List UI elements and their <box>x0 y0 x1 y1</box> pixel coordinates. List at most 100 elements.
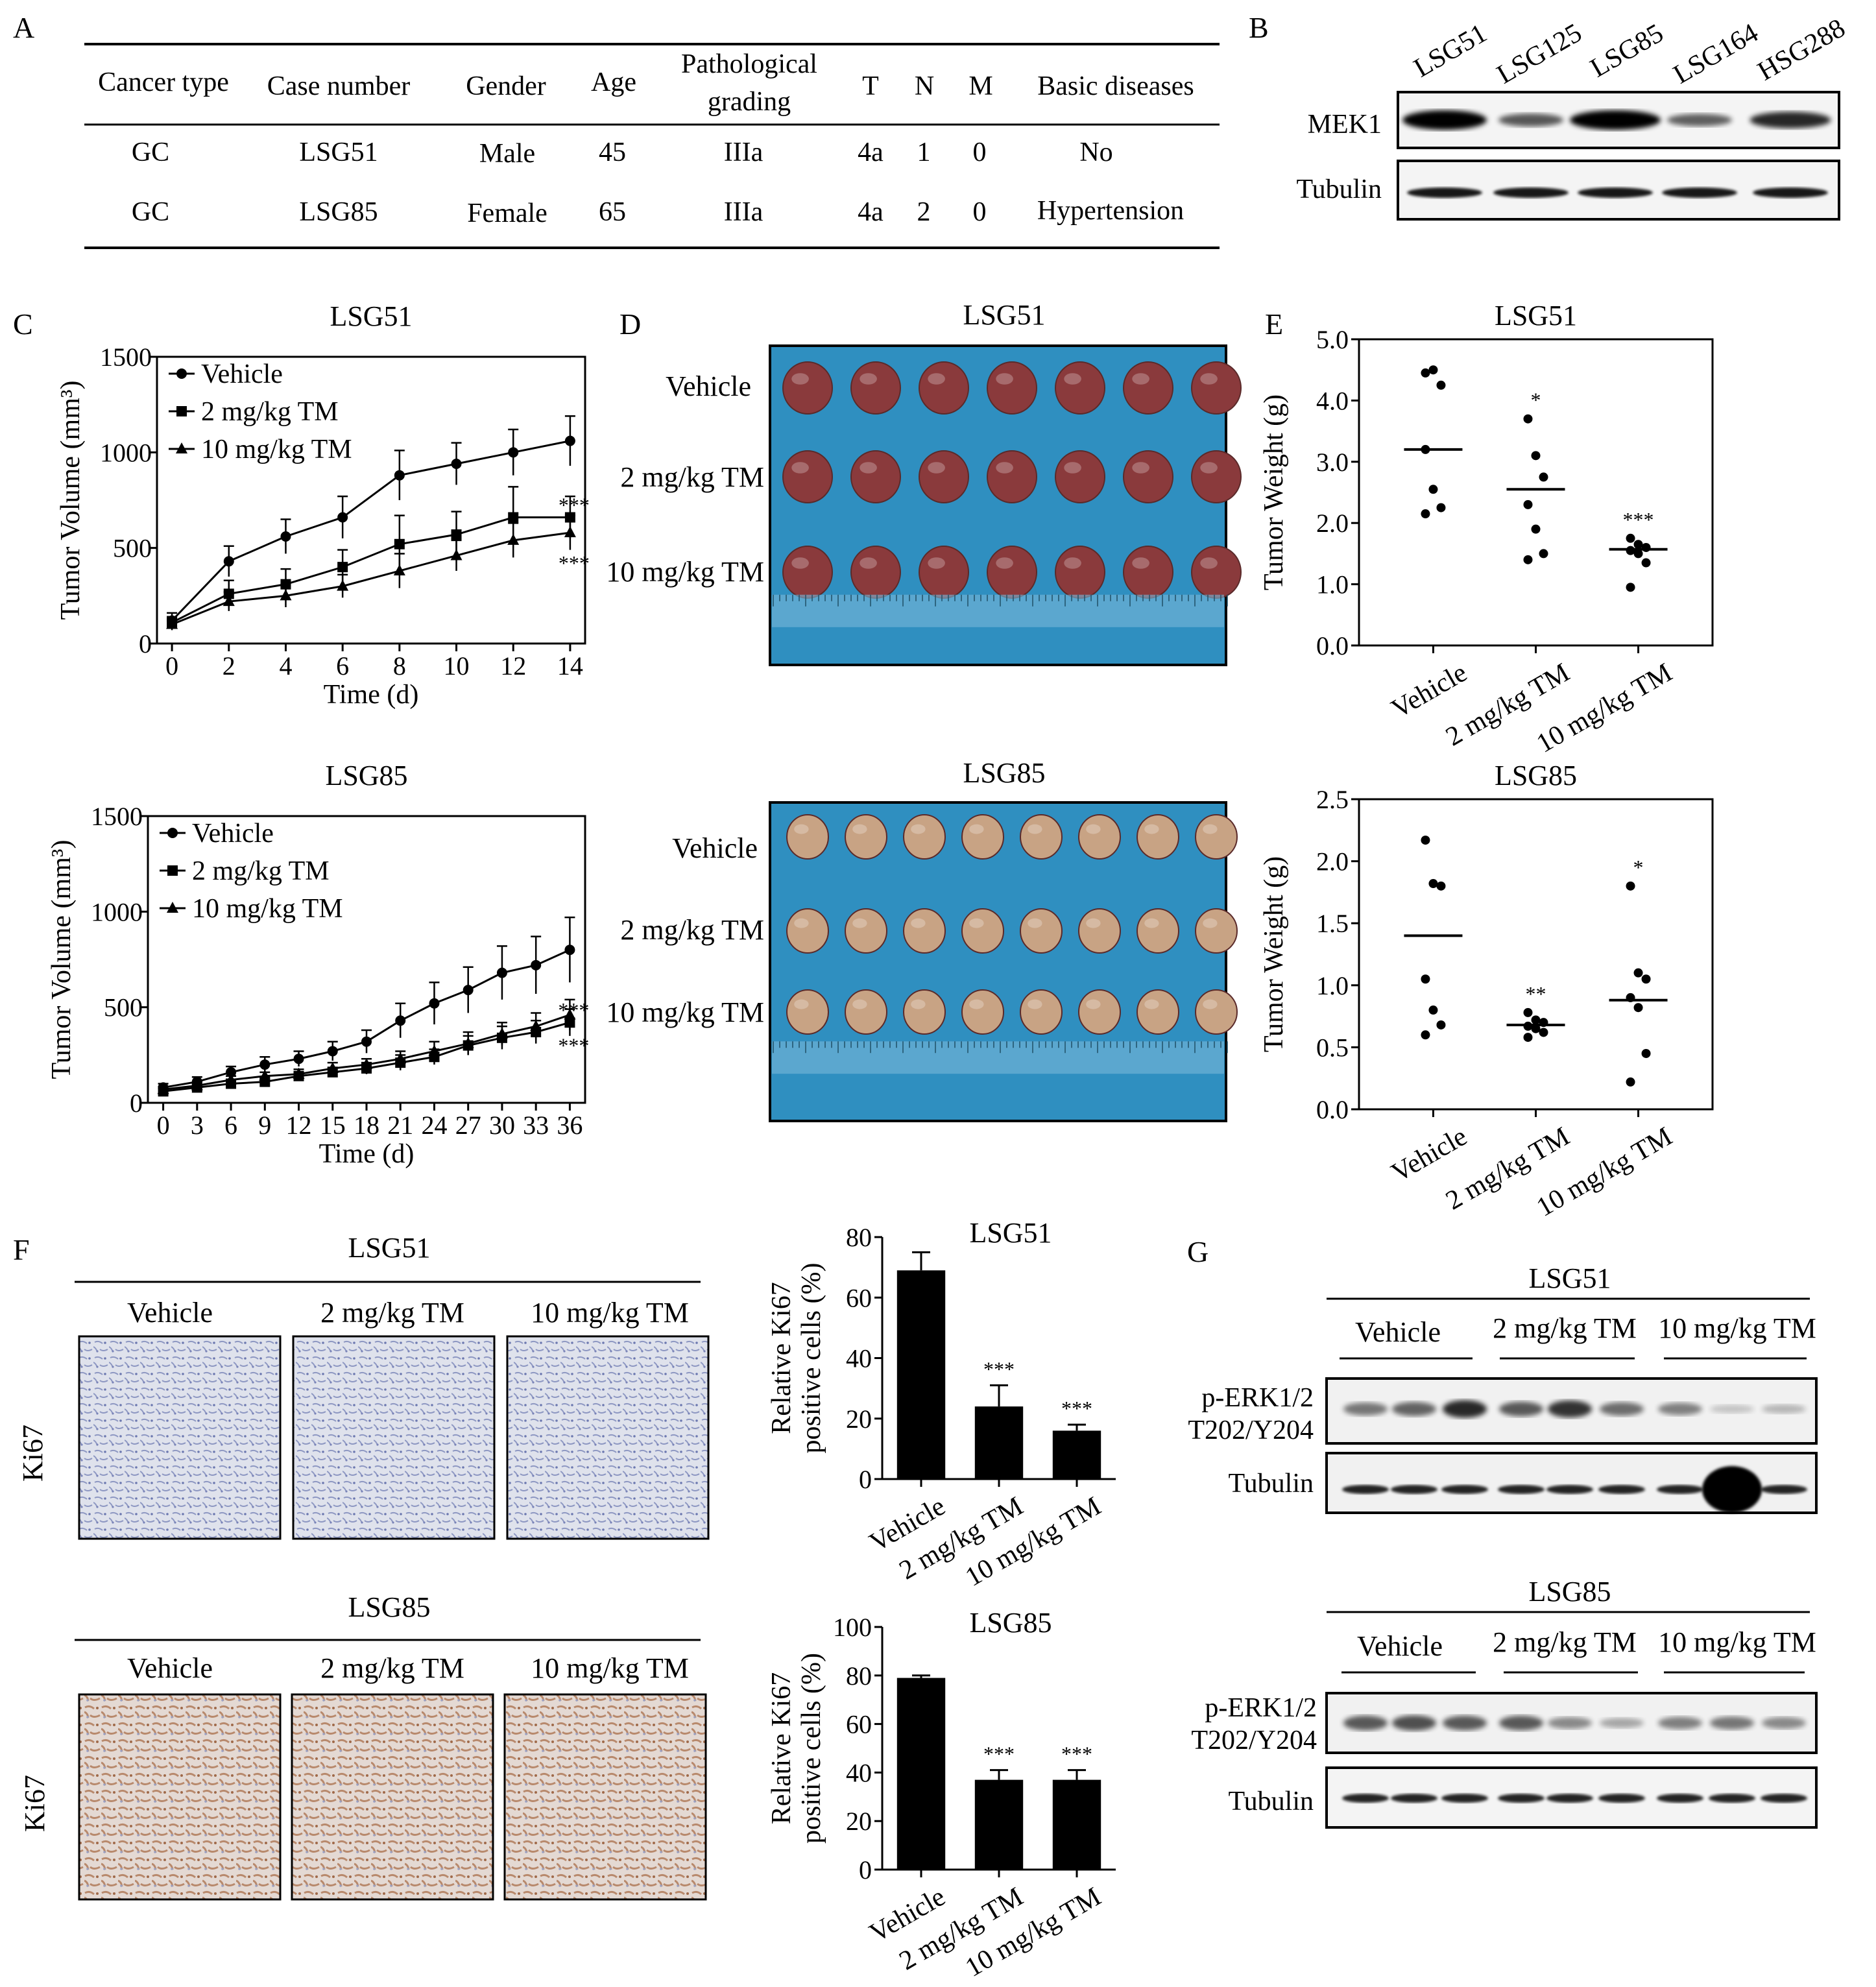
band <box>1667 114 1732 126</box>
y-tick-label: 100 <box>833 1613 872 1642</box>
tubulin-bands-lsg85 <box>1342 1794 1807 1803</box>
data-point <box>451 459 462 470</box>
series-line <box>171 531 571 625</box>
data-point <box>394 470 405 481</box>
chart-title: LSG85 <box>325 760 407 791</box>
data-point <box>293 1054 304 1065</box>
tumor <box>1136 814 1179 860</box>
panel-f: F LSG51 Vehicle 2 mg/kg TM 10 mg/kg TM K… <box>13 1217 1116 1983</box>
data-point <box>1531 451 1541 461</box>
data-point <box>1641 542 1651 552</box>
table-header-cell: Basic diseases <box>1037 71 1194 101</box>
y-tick-label: 4.0 <box>1316 386 1349 415</box>
tumor <box>1020 814 1063 860</box>
blot-row-label: MEK1 <box>1308 110 1382 139</box>
table-header-cell: Case number <box>267 71 410 101</box>
tumor-highlight <box>1132 557 1149 569</box>
ihc-column-label: 10 mg/kg TM <box>531 1652 689 1684</box>
x-tick-label: 27 <box>455 1111 481 1140</box>
tumor <box>782 546 833 599</box>
tumor <box>919 546 969 599</box>
tumor <box>1020 908 1063 954</box>
plot-frame <box>1358 798 1714 1111</box>
data-point <box>166 618 178 629</box>
series-line <box>171 440 571 621</box>
tumor-highlight <box>1132 462 1149 474</box>
bar <box>896 1270 946 1479</box>
legend-marker <box>176 442 187 453</box>
data-point <box>1539 549 1548 559</box>
tumor <box>903 908 946 954</box>
data-point <box>1641 558 1651 568</box>
significance-mark: *** <box>1061 1397 1092 1420</box>
table-row: GC LSG85 Female 65 IIIa 4a 2 0 Hypertens… <box>132 196 1184 228</box>
data-point <box>1436 503 1446 512</box>
significance-mark: * <box>1633 856 1644 879</box>
blot-group-label: Vehicle <box>1357 1630 1443 1662</box>
tumor <box>919 361 969 415</box>
y-tick-label: 1.0 <box>1316 971 1349 1000</box>
band <box>1753 187 1828 198</box>
tumor <box>987 450 1037 503</box>
row-label: Vehicle <box>672 832 758 864</box>
data-point <box>508 512 519 523</box>
chart-title: LSG85 <box>1495 760 1577 791</box>
tumor-highlight <box>1144 999 1159 1009</box>
y-tick-label: 5.0 <box>1316 325 1349 354</box>
row-label: 2 mg/kg TM <box>620 461 764 493</box>
tumor <box>850 450 901 503</box>
data-point <box>1523 500 1533 509</box>
significance-mark: *** <box>983 1742 1015 1766</box>
tumor-highlight <box>860 373 877 385</box>
x-tick-label: 36 <box>557 1111 583 1140</box>
y-tick-label: 0.5 <box>1316 1033 1349 1062</box>
ihc-column-label: 10 mg/kg TM <box>531 1297 689 1329</box>
table-cell: 0 <box>973 197 987 227</box>
data-point <box>1428 485 1438 494</box>
tumor <box>961 989 1004 1035</box>
band <box>1546 1794 1593 1803</box>
y-tick-label: 500 <box>104 993 143 1022</box>
data-point <box>1539 472 1548 482</box>
significance-mark: *** <box>558 998 589 1022</box>
significance-mark: *** <box>558 1033 589 1057</box>
data-point <box>507 533 520 545</box>
tumor <box>845 989 887 1035</box>
tumor <box>987 361 1037 415</box>
panel-letter: F <box>13 1233 30 1266</box>
tumor-highlight <box>852 824 867 834</box>
perk-bands-lsg51 <box>1343 1400 1806 1418</box>
y-tick-label: 80 <box>846 1223 872 1252</box>
tumor <box>961 814 1004 860</box>
tumor <box>850 361 901 415</box>
tumor-highlight <box>794 918 809 928</box>
ihc-image <box>291 1693 494 1901</box>
ihc-column-label: Vehicle <box>127 1297 213 1329</box>
tumor <box>1195 989 1238 1035</box>
table-header-cell: Gender <box>466 71 546 101</box>
band <box>1493 187 1569 198</box>
band <box>1343 1402 1388 1416</box>
y-tick-label: 0 <box>859 1855 872 1885</box>
tumor-highlight <box>1064 462 1081 474</box>
y-tick-label: 60 <box>846 1710 872 1739</box>
tumor-highlight <box>1203 999 1218 1009</box>
data-point <box>337 512 348 523</box>
band <box>1498 113 1563 127</box>
perk-bands-lsg85 <box>1343 1715 1806 1731</box>
tubulin-bands <box>1407 187 1828 198</box>
tumor <box>1078 989 1121 1035</box>
y-tick-label: 2.0 <box>1316 509 1349 538</box>
x-tick-label: 2 <box>222 651 235 680</box>
data-point <box>1421 368 1430 378</box>
tumor-highlight <box>1200 557 1218 569</box>
tumor <box>1123 361 1173 415</box>
significance-mark: *** <box>559 494 590 517</box>
data-point <box>450 549 463 560</box>
bar-chart-lsg51: LSG51 0 20 40 60 80 Relative Ki67 positive cell… <box>767 1217 1116 1593</box>
band <box>1402 110 1487 130</box>
data-point <box>1626 583 1635 592</box>
x-tick-label: 8 <box>393 651 406 680</box>
ihc-image <box>503 1693 707 1901</box>
data-point <box>1428 879 1438 889</box>
